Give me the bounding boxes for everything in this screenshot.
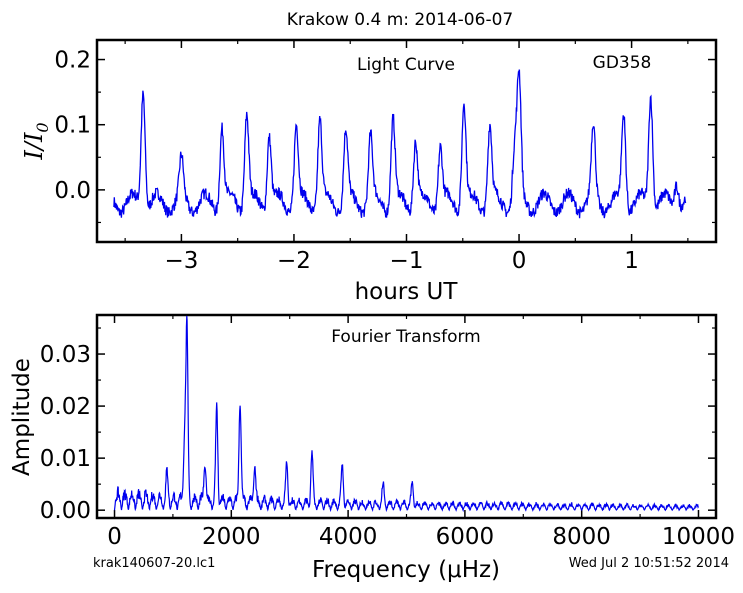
fourier-xtick-label: 0 <box>107 524 122 550</box>
fourier-xtick-label: 10000 <box>662 524 735 550</box>
light-curve-yticks: 0.0 0.1 0.2 <box>54 48 716 224</box>
footer-filename: krak140607-20.lc1 <box>93 556 215 571</box>
fourier-series <box>113 315 699 513</box>
fourier-annotation: Fourier Transform <box>331 327 480 347</box>
fourier-ytick-label: 0.01 <box>40 446 91 472</box>
fourier-xtick-label: 4000 <box>319 524 378 550</box>
light-curve-xtick-label: 1 <box>624 248 639 274</box>
light-curve-xtick-label: −2 <box>277 248 311 274</box>
light-curve-panel: Light Curve GD358 −3 −2 −1 0 1 0.0 0.1 0.2 hou… <box>20 38 718 305</box>
fourier-yticks: 0.00 0.01 0.02 0.03 <box>40 327 716 524</box>
fourier-ylabel: Amplitude <box>9 358 35 476</box>
fourier-xtick-label: 2000 <box>202 524 261 550</box>
fourier-xtick-label: 8000 <box>552 524 611 550</box>
light-curve-ytick-label: 0.2 <box>54 48 91 74</box>
fourier-xtick-label: 6000 <box>436 524 495 550</box>
fourier-ytick-label: 0.02 <box>40 394 91 420</box>
fourier-panel: Fourier Transform 0 2000 4000 6000 8000 10000… <box>9 313 735 583</box>
light-curve-ylabel: I/I0 <box>20 122 52 160</box>
fourier-xlabel: Frequency (μHz) <box>312 557 500 583</box>
fourier-ytick-label: 0.00 <box>40 498 91 524</box>
fourier-ytick-label: 0.03 <box>40 342 91 368</box>
light-curve-xlabel: hours UT <box>355 279 459 305</box>
light-curve-annotation: Light Curve <box>357 55 455 75</box>
light-curve-series <box>113 69 687 219</box>
light-curve-xtick-label: 0 <box>512 248 527 274</box>
light-curve-xtick-label: −3 <box>164 248 198 274</box>
star-name-annotation: GD358 <box>593 53 652 73</box>
footer-timestamp: Wed Jul 2 10:51:52 2014 <box>569 556 729 571</box>
light-curve-xtick-label: −1 <box>390 248 424 274</box>
light-curve-ytick-label: 0.1 <box>54 113 91 139</box>
light-curve-ytick-label: 0.0 <box>54 178 91 204</box>
light-curve-xticks: −3 −2 −1 0 1 <box>124 40 689 274</box>
fourier-xticks: 0 2000 4000 6000 8000 10000 <box>107 315 735 550</box>
figure-title: Krakow 0.4 m: 2014-06-07 <box>287 10 513 30</box>
